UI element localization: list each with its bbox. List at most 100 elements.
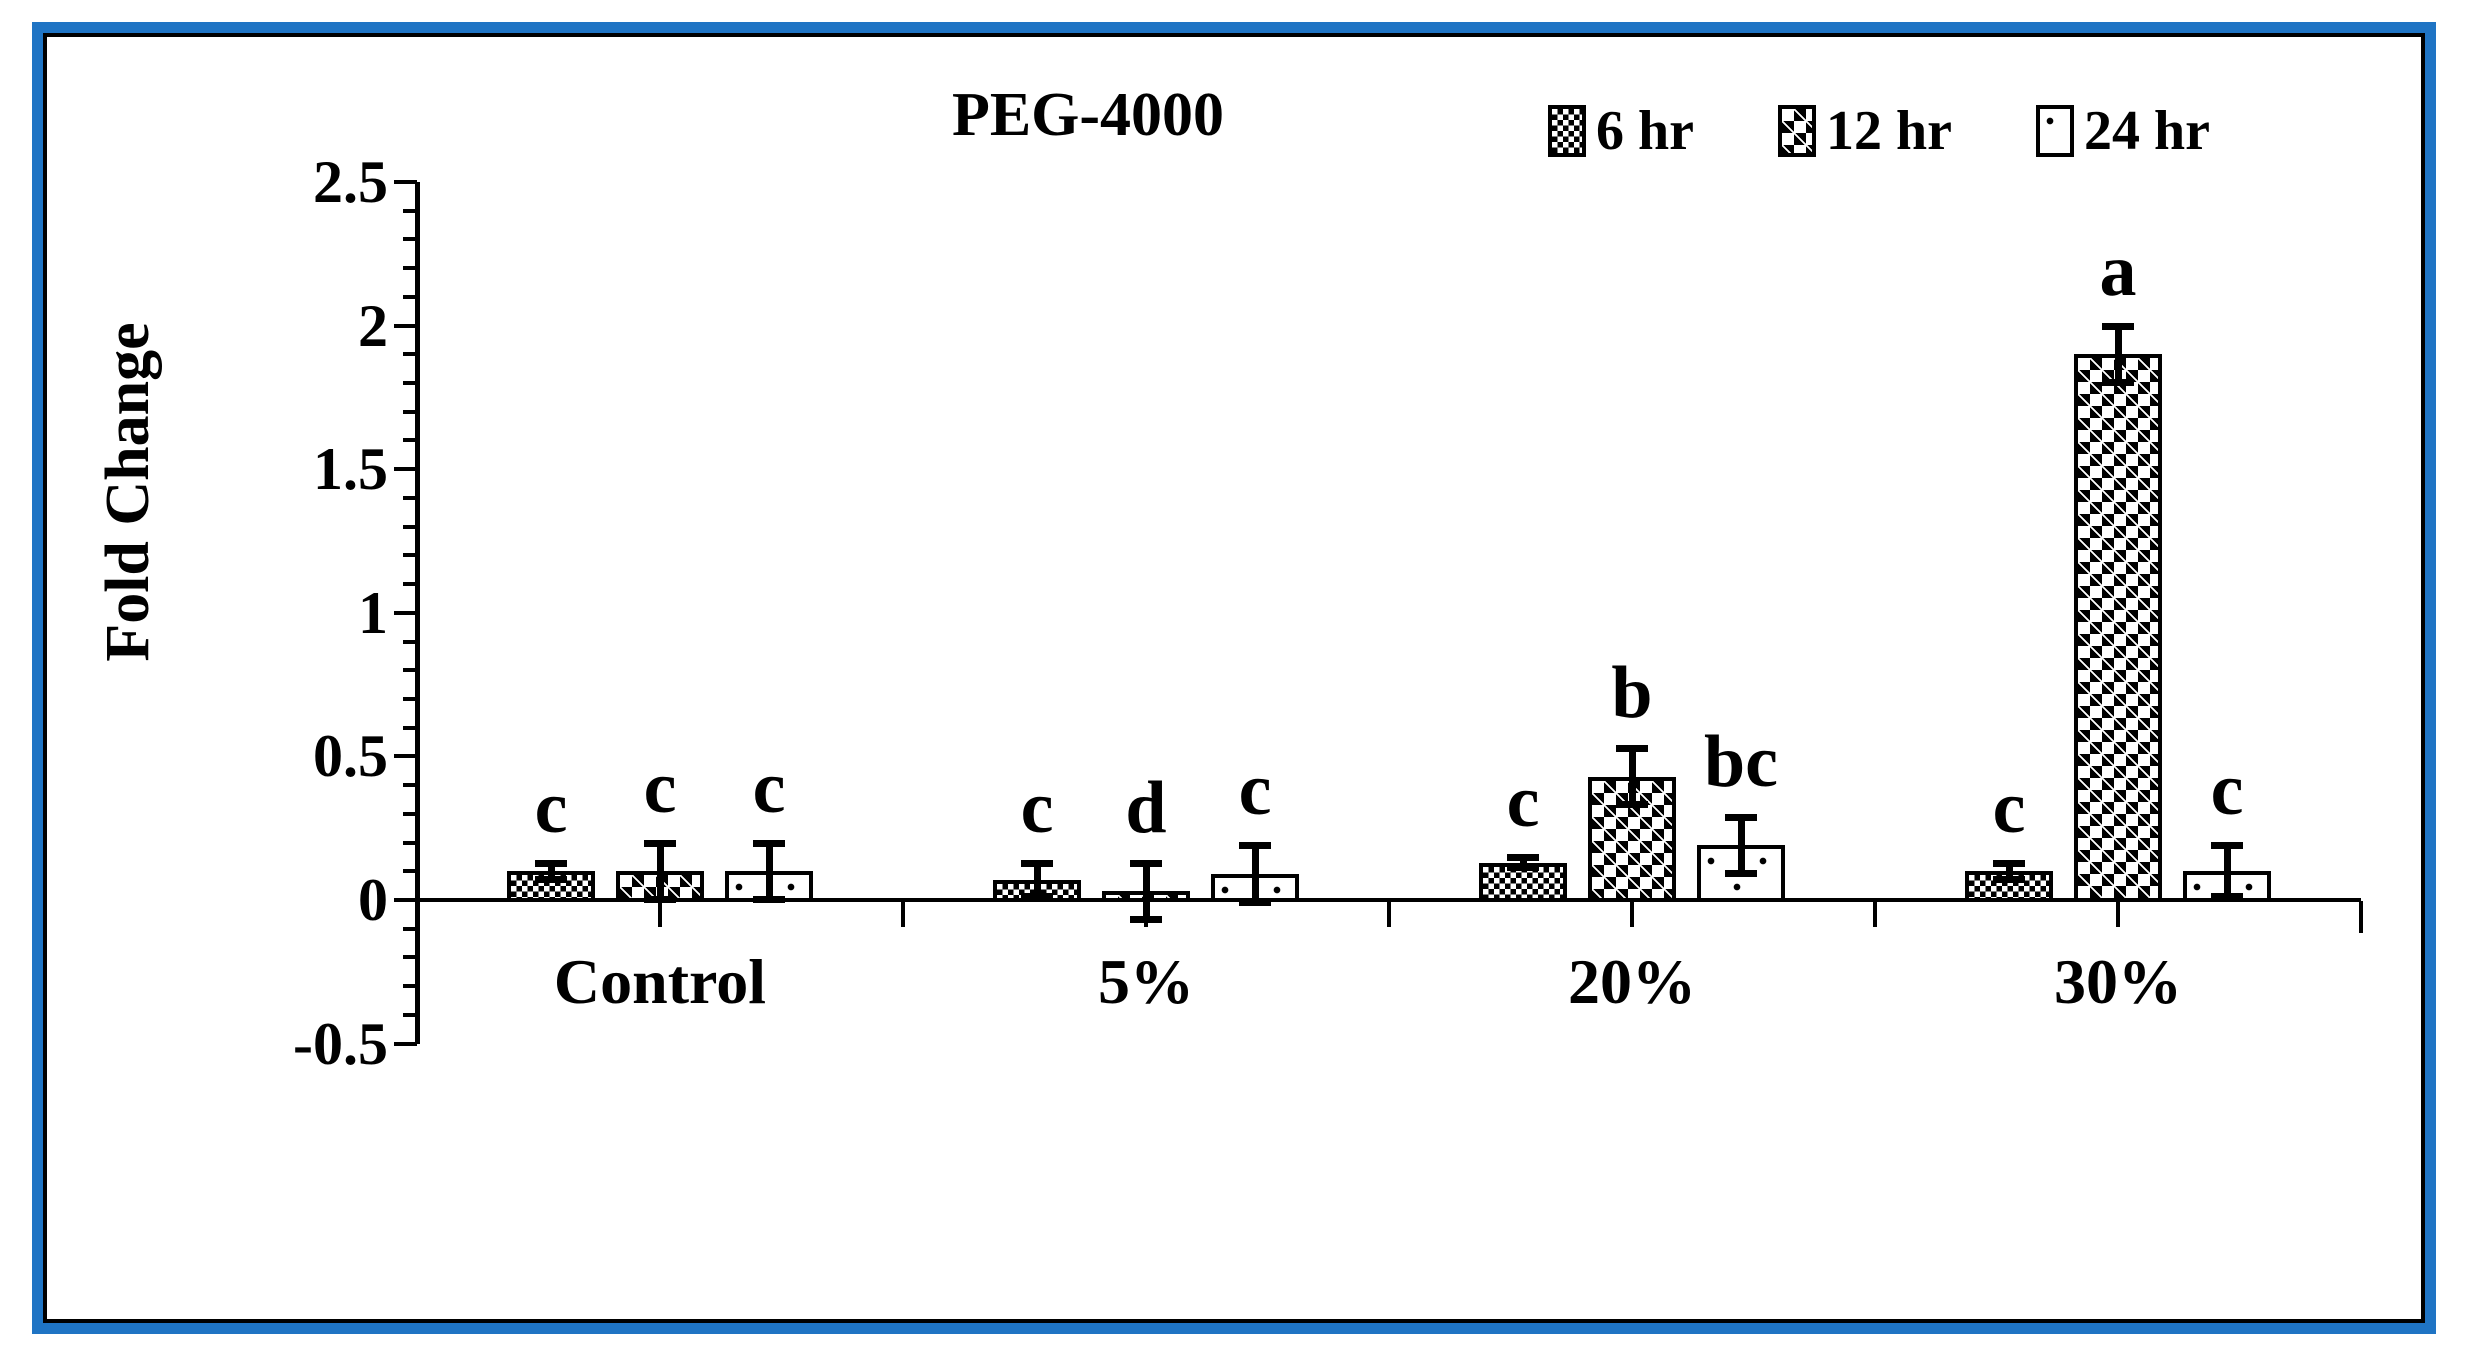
error-bar-cap-bottom-12hr-30pct [2102,379,2134,387]
error-bar-cap-top-6hr-20pct [1507,853,1539,861]
y-tick [403,409,417,414]
y-tick [394,180,417,184]
y-tick [394,467,417,472]
y-tick [403,266,417,271]
y-tick [403,524,417,529]
y-tick [403,381,417,386]
y-tick [403,926,417,931]
y-axis-line [415,182,420,1044]
error-bar-cap-top-6hr-30pct [1993,859,2025,867]
y-tick [403,208,417,213]
error-bar-line-6hr-control [547,862,555,880]
y-tick [403,668,417,673]
legend-label-6hr: 6 hr [1596,100,1694,162]
error-bar-cap-top-24hr-control [753,839,785,847]
legend-item-24hr: 24 hr [2036,103,2210,159]
bar-6hr-30pct [1965,871,2053,902]
error-bar-cap-bottom-6hr-5pct [1021,893,1053,901]
error-bar-line-24hr-30pct [2223,845,2231,898]
x-category-label-5pct: 5% [1098,946,1194,1017]
x-tick [2116,901,2120,927]
y-tick-label: 1 [358,579,388,646]
sig-letter-24hr-30pct: c [2210,749,2244,832]
y-tick [403,438,417,443]
sig-letter-6hr-20pct: c [1506,760,1540,843]
sig-letter-24hr-5pct: c [1238,749,1272,832]
y-tick-label: 1.5 [313,436,388,503]
y-tick [403,725,417,730]
legend: 6 hr 12 hr 24 hr [1548,103,2210,159]
x-tick [901,901,905,927]
error-bar-cap-bottom-24hr-5pct [1239,898,1271,906]
y-tick-label: -0.5 [293,1010,388,1077]
y-tick-label: 0.5 [313,723,388,790]
y-tick [394,610,417,615]
error-bar-cap-bottom-24hr-20pct [1725,870,1757,878]
y-axis-title: Fold Change [94,322,162,662]
y-tick-label: 2 [358,292,388,359]
error-bar-cap-bottom-24hr-control [753,896,785,903]
y-tick [403,696,417,701]
error-bar-cap-top-12hr-5pct [1130,859,1162,867]
error-bar-cap-bottom-12hr-20pct [1616,801,1648,809]
error-bar-cap-top-24hr-5pct [1239,842,1271,850]
legend-item-6hr: 6 hr [1548,103,1694,159]
sig-letter-12hr-20pct: b [1611,651,1653,734]
y-tick [394,898,417,902]
y-tick [394,1041,417,1046]
y-tick [403,237,417,242]
error-bar-line-12hr-control [656,842,664,900]
error-bar-cap-top-12hr-control [644,839,676,847]
error-bar-line-6hr-30pct [2005,862,2013,880]
error-bar-line-6hr-5pct [1033,862,1041,898]
error-bar-line-12hr-5pct [1142,862,1150,921]
error-bar-line-6hr-20pct [1519,856,1527,869]
error-bar-cap-bottom-24hr-30pct [2211,893,2243,901]
y-tick [403,869,417,874]
error-bar-cap-top-6hr-control [535,859,567,867]
x-tick [2359,901,2363,933]
y-tick [394,323,417,328]
legend-label-24hr: 24 hr [2084,100,2210,162]
sig-letter-6hr-control: c [534,766,568,849]
y-tick-label: 0 [358,867,388,933]
error-bar-cap-bottom-12hr-control [644,896,676,903]
y-tick [403,639,417,644]
x-tick [1873,901,1877,927]
sig-letter-12hr-control: c [643,746,677,829]
x-tick [1630,901,1634,927]
y-tick [403,352,417,357]
sig-letter-6hr-5pct: c [1020,766,1054,849]
error-bar-cap-bottom-6hr-control [535,875,567,883]
error-bar-cap-bottom-6hr-20pct [1507,864,1539,872]
y-tick [403,294,417,299]
error-bar-line-24hr-20pct [1737,816,1745,875]
x-axis-line [417,898,2361,902]
sig-letter-6hr-30pct: c [1992,766,2026,849]
error-bar-line-24hr-control [765,842,773,900]
figure-frame-black [43,33,2425,1323]
y-tick-label: 2.5 [313,149,388,215]
x-category-label-30pct: 30% [2054,946,2182,1017]
error-bar-cap-top-24hr-30pct [2211,842,2243,850]
y-tick [403,582,417,587]
legend-swatch-12hr [1778,105,1816,157]
error-bar-cap-top-12hr-30pct [2102,322,2134,330]
sig-letter-24hr-control: c [752,746,786,829]
y-tick [403,955,417,960]
error-bar-cap-top-12hr-20pct [1616,744,1648,752]
y-tick [403,783,417,788]
error-bar-cap-bottom-12hr-5pct [1130,916,1162,924]
sig-letter-12hr-30pct: a [2099,229,2137,312]
chart-title: PEG-4000 [951,81,1225,149]
legend-swatch-24hr [2036,105,2074,157]
error-bar-cap-top-24hr-20pct [1725,813,1757,821]
figure-frame-blue [32,22,2436,1334]
sig-letter-24hr-20pct: bc [1704,720,1778,803]
y-tick [403,811,417,816]
legend-item-12hr: 12 hr [1778,103,1952,159]
sig-letter-12hr-5pct: d [1125,766,1167,849]
error-bar-line-12hr-30pct [2114,325,2122,384]
x-category-label-20pct: 20% [1568,946,1696,1017]
